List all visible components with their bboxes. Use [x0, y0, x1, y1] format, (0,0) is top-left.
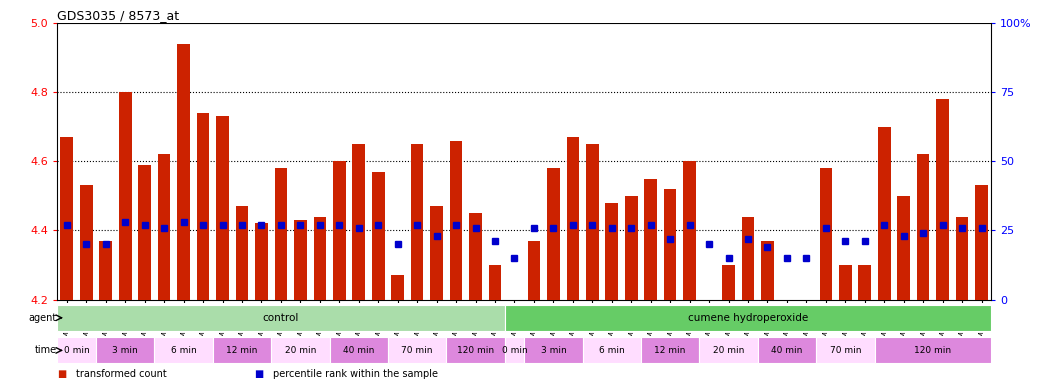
Bar: [177, 44, 190, 300]
Text: control: control: [263, 313, 299, 323]
Bar: [57, 338, 95, 363]
Text: 20 min: 20 min: [284, 346, 316, 355]
Text: 3 min: 3 min: [112, 346, 138, 355]
Bar: [878, 127, 891, 300]
Text: 6 min: 6 min: [170, 346, 196, 355]
Bar: [917, 154, 929, 300]
Bar: [547, 168, 559, 300]
Bar: [216, 116, 228, 300]
Bar: [956, 217, 968, 300]
Bar: [275, 168, 288, 300]
Bar: [683, 161, 695, 300]
Text: ■: ■: [57, 369, 66, 379]
Bar: [449, 141, 462, 300]
Bar: [469, 213, 482, 300]
Bar: [138, 165, 151, 300]
Text: 20 min: 20 min: [713, 346, 744, 355]
Bar: [155, 338, 213, 363]
Bar: [313, 217, 326, 300]
Bar: [353, 144, 365, 300]
Text: 40 min: 40 min: [771, 346, 802, 355]
Bar: [119, 92, 132, 300]
Bar: [333, 161, 346, 300]
Text: 120 min: 120 min: [457, 346, 494, 355]
Bar: [504, 305, 991, 331]
Bar: [758, 338, 816, 363]
Text: transformed count: transformed count: [76, 369, 166, 379]
Bar: [839, 265, 851, 300]
Bar: [625, 196, 637, 300]
Bar: [567, 137, 579, 300]
Text: GDS3035 / 8573_at: GDS3035 / 8573_at: [57, 9, 180, 22]
Bar: [489, 265, 501, 300]
Bar: [57, 305, 504, 331]
Bar: [858, 265, 871, 300]
Text: 6 min: 6 min: [599, 346, 625, 355]
Bar: [388, 338, 446, 363]
Bar: [509, 300, 521, 306]
Bar: [431, 206, 443, 300]
Bar: [800, 300, 813, 313]
Text: ■: ■: [254, 369, 264, 379]
Bar: [898, 196, 910, 300]
Bar: [586, 144, 599, 300]
Bar: [645, 179, 657, 300]
Bar: [976, 185, 988, 300]
Bar: [874, 338, 991, 363]
Bar: [391, 275, 404, 300]
Text: 12 min: 12 min: [655, 346, 686, 355]
Bar: [761, 241, 773, 300]
Bar: [255, 223, 268, 300]
Bar: [80, 185, 92, 300]
Text: 120 min: 120 min: [914, 346, 952, 355]
Bar: [197, 113, 210, 300]
Bar: [605, 203, 618, 300]
Bar: [60, 137, 73, 300]
Bar: [158, 154, 170, 300]
Text: time: time: [35, 345, 57, 356]
Text: agent: agent: [29, 313, 57, 323]
Bar: [372, 172, 384, 300]
Bar: [271, 338, 330, 363]
Bar: [742, 217, 755, 300]
Bar: [816, 338, 874, 363]
Text: 40 min: 40 min: [344, 346, 375, 355]
Text: 70 min: 70 min: [829, 346, 862, 355]
Bar: [100, 241, 112, 300]
Text: percentile rank within the sample: percentile rank within the sample: [273, 369, 438, 379]
Text: 0 min: 0 min: [63, 346, 89, 355]
Text: 12 min: 12 min: [226, 346, 257, 355]
Bar: [582, 338, 640, 363]
Bar: [330, 338, 388, 363]
Bar: [781, 300, 793, 303]
Text: 0 min: 0 min: [501, 346, 527, 355]
Bar: [294, 220, 306, 300]
Bar: [446, 338, 504, 363]
Bar: [664, 189, 677, 300]
Bar: [411, 144, 424, 300]
Bar: [722, 265, 735, 300]
Bar: [820, 168, 832, 300]
Bar: [527, 241, 540, 300]
Bar: [95, 338, 155, 363]
Bar: [936, 99, 949, 300]
Bar: [700, 338, 758, 363]
Text: cumene hydroperoxide: cumene hydroperoxide: [688, 313, 809, 323]
Text: 3 min: 3 min: [541, 346, 567, 355]
Bar: [236, 206, 248, 300]
Bar: [640, 338, 700, 363]
Bar: [213, 338, 271, 363]
Text: 70 min: 70 min: [402, 346, 433, 355]
Bar: [504, 338, 524, 363]
Bar: [524, 338, 582, 363]
